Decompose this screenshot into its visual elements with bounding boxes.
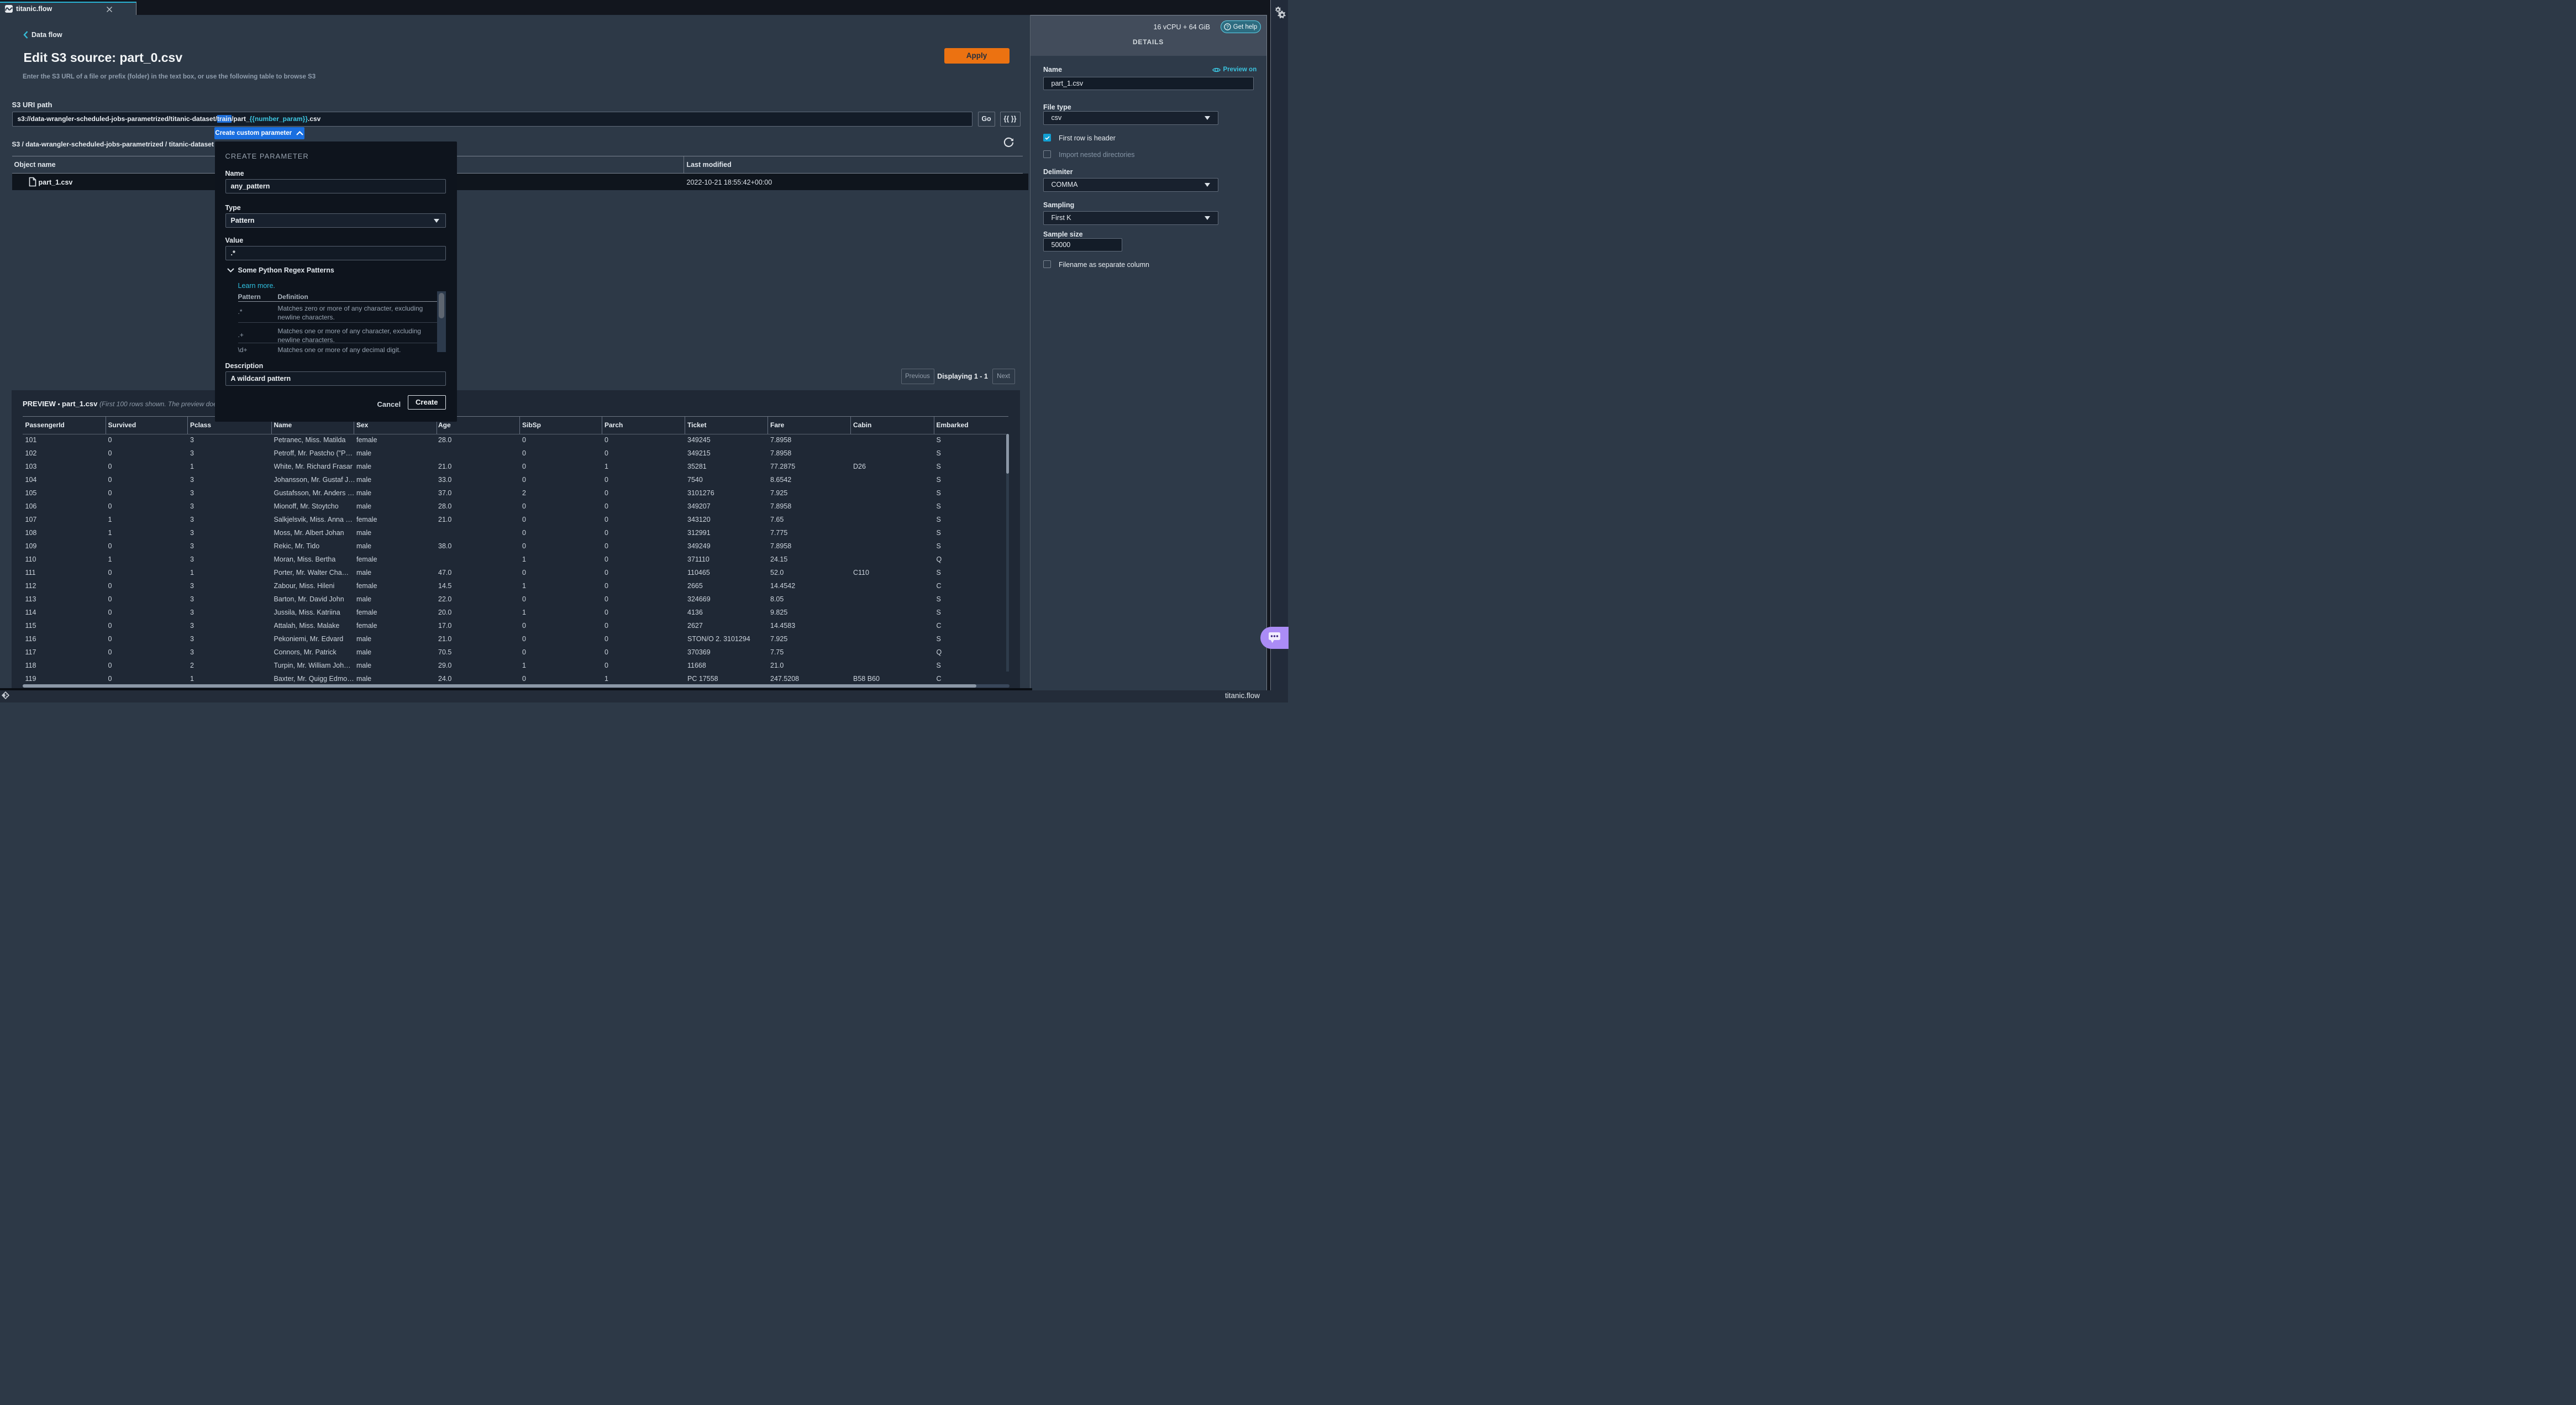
svg-text:?: ? (1226, 24, 1229, 29)
